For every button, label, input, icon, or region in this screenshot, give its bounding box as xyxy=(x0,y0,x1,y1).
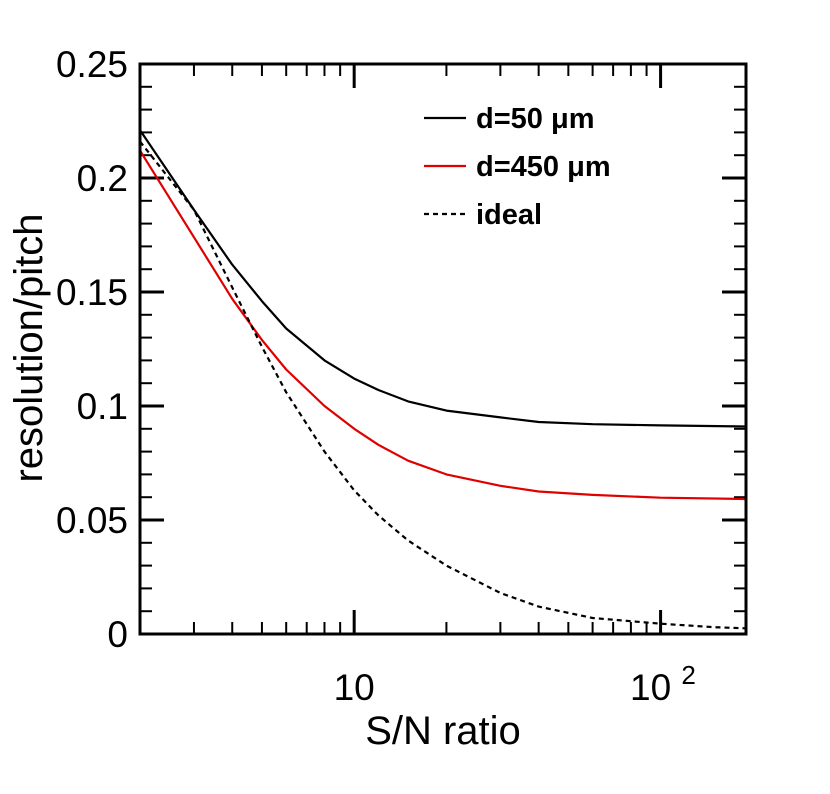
legend-label-text: d=450 xyxy=(476,151,567,183)
y-tick-label: 0.1 xyxy=(77,386,128,427)
y-tick-labels: 0 0.05 0.1 0.15 0.2 0.25 xyxy=(56,44,128,655)
legend-label-text: ideal xyxy=(476,199,542,231)
x-tick-label: 10 xyxy=(630,667,671,708)
x-tick-label: 10 xyxy=(334,667,375,708)
legend-label-unit: μm xyxy=(567,151,611,183)
x-tick-labels: 10 10 2 xyxy=(334,660,696,708)
series-group xyxy=(139,129,747,630)
y-tick-label: 0 xyxy=(107,614,128,655)
y-axis-title: resolution/pitch xyxy=(7,213,51,482)
y-tick-label: 0.05 xyxy=(56,500,128,541)
plot-frame xyxy=(138,62,748,636)
minor-ticks xyxy=(139,64,746,634)
y-tick-label: 0.15 xyxy=(56,272,128,313)
legend-label-unit: μm xyxy=(551,103,595,135)
series-line-d-50 xyxy=(139,129,747,428)
y-tick-label: 0.2 xyxy=(77,158,128,199)
x-axis-title: S/N ratio xyxy=(365,709,521,753)
series-line-d-450 xyxy=(139,150,747,501)
legend-label: d=50 μm xyxy=(476,103,595,135)
legend-label-text: d=50 xyxy=(476,103,551,135)
series-line-ideal xyxy=(139,140,747,630)
legend-label: ideal xyxy=(476,199,542,231)
y-tick-label: 0.25 xyxy=(56,44,128,85)
legend-label: d=450 μm xyxy=(476,151,611,183)
x-tick-exponent: 2 xyxy=(681,660,695,690)
